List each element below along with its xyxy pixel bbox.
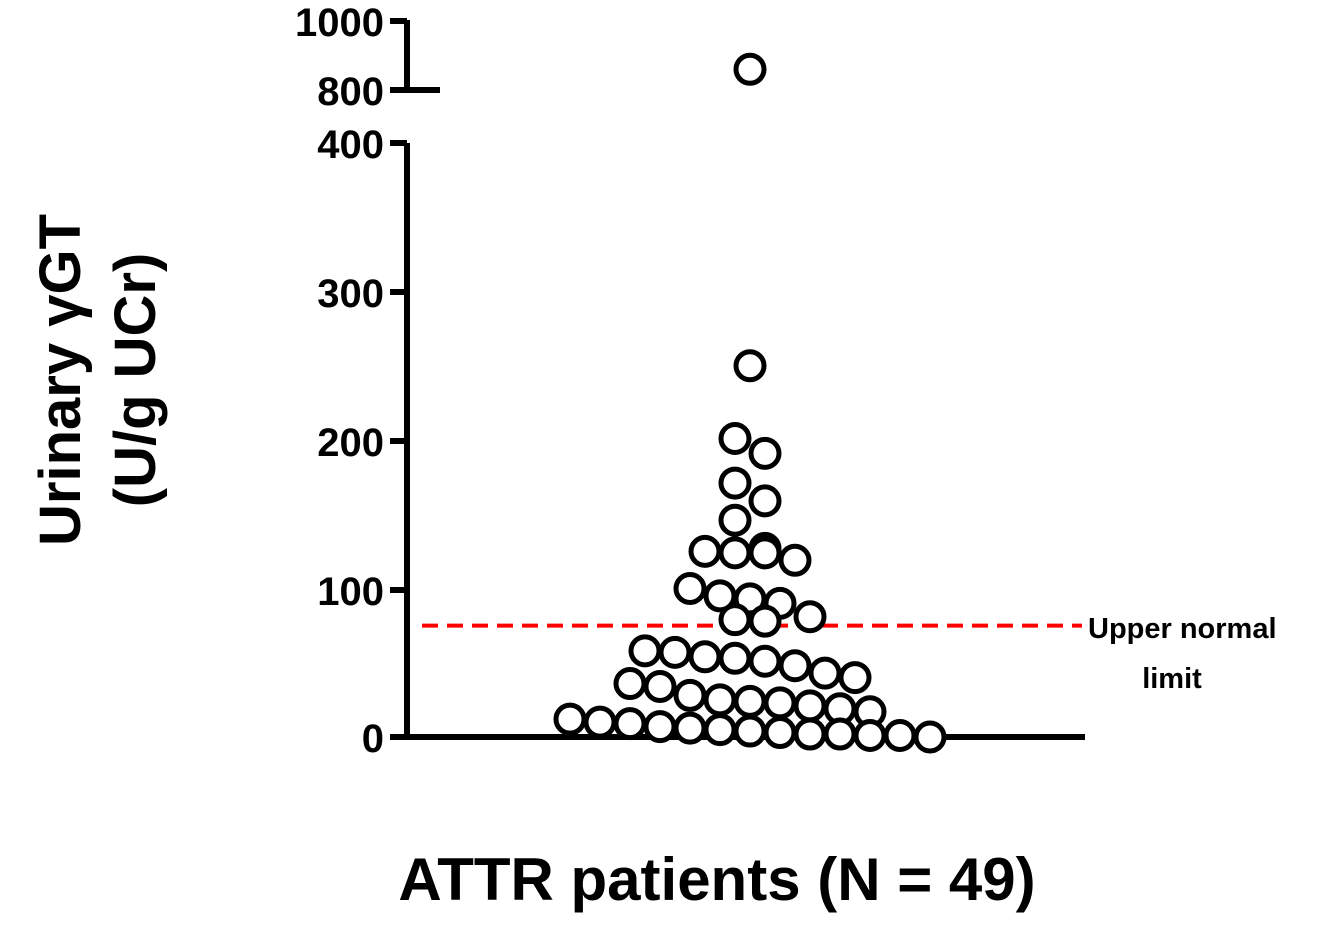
data-point [703,683,737,717]
lower-tick-marks [390,140,407,740]
data-point [823,717,857,751]
data-point [748,436,782,470]
data-point [838,661,872,695]
tick-label-400: 400 [317,123,384,167]
data-point [703,713,737,747]
data-point [658,635,692,669]
data-point [778,543,812,577]
tick-label-200: 200 [317,421,384,465]
data-point [718,603,752,637]
data-point [673,711,707,745]
tick-label-800: 800 [317,70,384,114]
data-point [748,604,782,638]
data-point [643,710,677,744]
tick-label-1000: 1000 [295,1,384,45]
data-point [613,667,647,701]
data-point [808,656,842,690]
upper-tick-marks [390,18,440,93]
tick-label-300: 300 [317,272,384,316]
tick-label-0: 0 [362,717,384,761]
data-point [718,536,752,570]
data-points [553,52,947,754]
data-point [718,466,752,500]
tick-label-100: 100 [317,570,384,614]
y-axis-title-line2: (U/g UCr) [103,253,168,508]
data-point [718,641,752,675]
data-point [778,649,812,683]
data-point [793,689,827,723]
data-point [613,707,647,741]
y-axis-title: Urinary γGT (U/g UCr) [28,214,168,546]
x-axis-label: ATTR patients (N = 49) [398,846,1035,913]
data-point [883,719,917,753]
data-point [763,686,797,720]
data-point [718,422,752,456]
data-point [688,640,722,674]
data-point [763,716,797,750]
data-point [748,536,782,570]
data-point [733,714,767,748]
data-point [733,684,767,718]
reference-label-line2: limit [1142,663,1202,695]
y-axis-title-line1: Urinary γGT [28,214,93,546]
data-point [748,484,782,518]
data-point [628,634,662,668]
data-point [718,503,752,537]
data-point [748,644,782,678]
data-point [553,702,587,736]
data-point [853,719,887,753]
upper-tick-labels: 800 1000 [295,1,384,114]
data-point [673,572,707,605]
data-point [733,52,767,86]
reference-label-line1: Upper normal [1088,613,1277,645]
data-point [673,678,707,712]
data-point [733,349,767,383]
lower-tick-labels: 0 100 200 300 400 [317,123,384,761]
data-point [643,670,677,704]
data-point [688,534,722,568]
data-point [793,717,827,751]
data-point [793,600,827,634]
data-point [583,705,617,739]
data-point [913,720,947,754]
